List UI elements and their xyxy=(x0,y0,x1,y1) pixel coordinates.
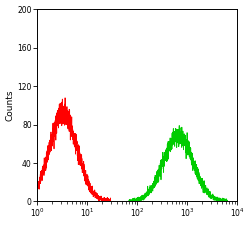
Y-axis label: Counts: Counts xyxy=(6,90,15,121)
